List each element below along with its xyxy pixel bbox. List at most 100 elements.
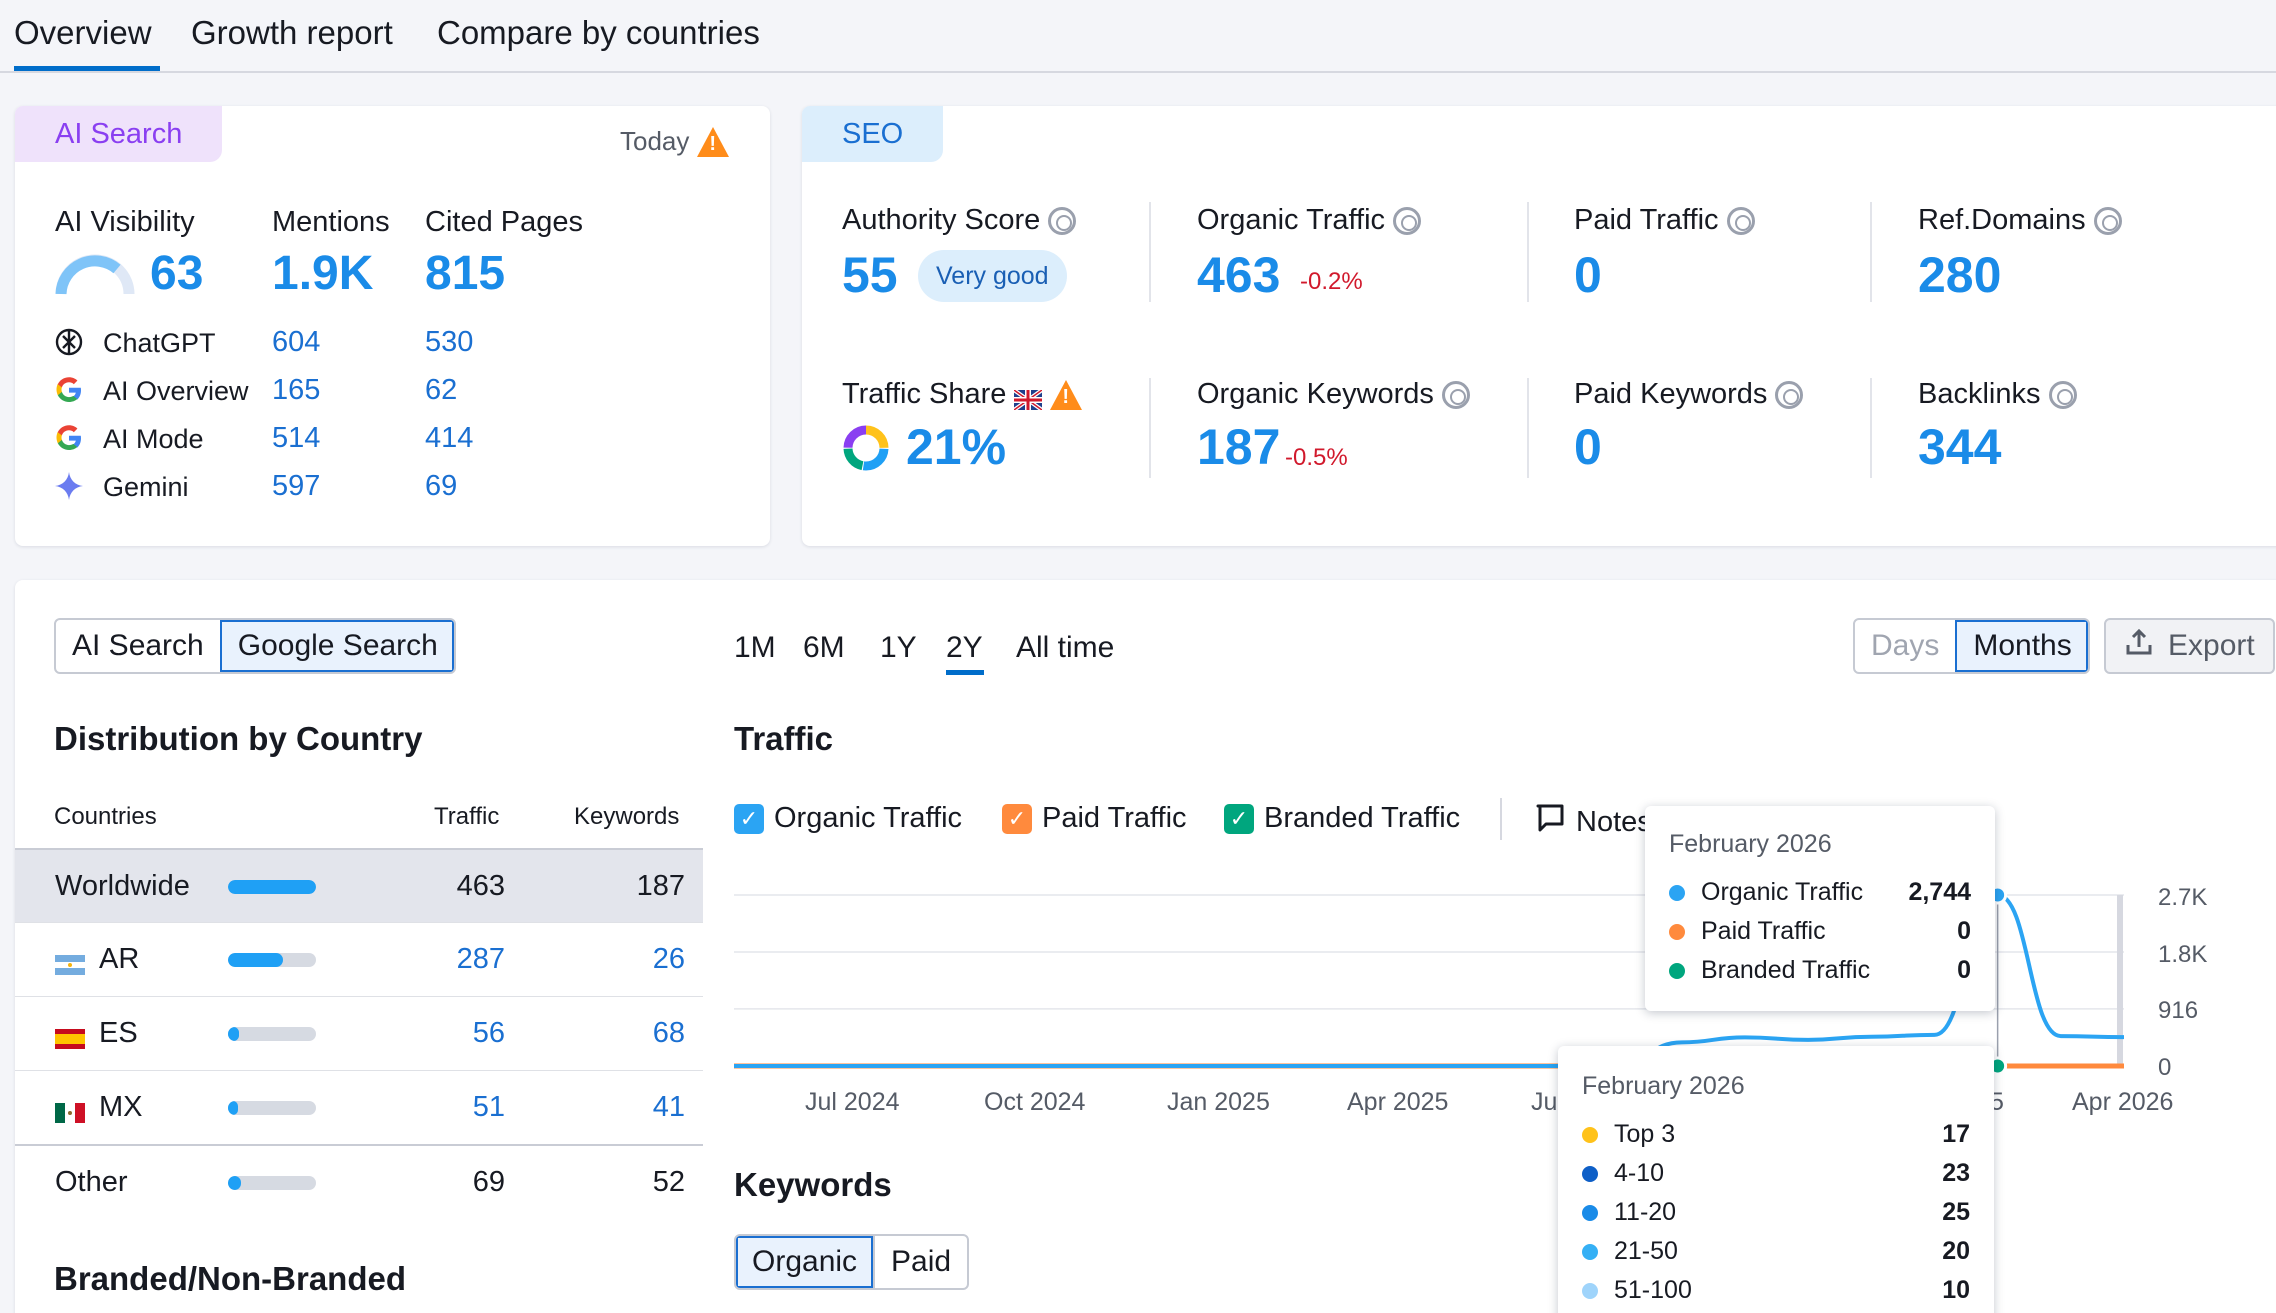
backlinks-value[interactable]: 344 (1918, 419, 2002, 475)
keywords-option-paid[interactable]: Paid (873, 1236, 967, 1288)
country-keywords[interactable]: 41 (652, 1091, 685, 1123)
organic-keywords-value[interactable]: 187 (1197, 419, 1281, 475)
ai-row-mentions[interactable]: 597 (272, 470, 321, 502)
ai-row-mentions[interactable]: 165 (272, 374, 321, 406)
table-row[interactable]: MX 51 41 (15, 1070, 703, 1144)
range-1m[interactable]: 1M (734, 631, 776, 664)
traffic-tooltip: February 2026 Organic Traffic 2,744 Paid … (1645, 806, 1995, 1011)
notes-toggle[interactable]: Notes (1534, 802, 1652, 842)
traffic-share-bar (228, 1101, 316, 1115)
tooltip-label: 11-20 (1614, 1198, 1677, 1226)
table-row[interactable]: Other 69 52 (15, 1144, 703, 1218)
y-tick-label: 916 (2158, 997, 2199, 1024)
tooltip-label: Paid Traffic (1701, 917, 1826, 945)
checkbox-checked-icon[interactable]: ✓ (734, 803, 764, 834)
paid-traffic-value[interactable]: 0 (1574, 247, 1602, 303)
x-tick-label: Apr 2025 (1347, 1088, 1449, 1116)
tab-growth-report[interactable]: Growth report (191, 14, 393, 51)
google-icon (53, 374, 85, 411)
tab-overview[interactable]: Overview (14, 14, 152, 51)
ai-row-mentions[interactable]: 514 (272, 422, 321, 454)
export-button[interactable]: Export (2104, 618, 2275, 674)
info-icon[interactable] (2093, 206, 2122, 235)
ai-row-mentions[interactable]: 604 (272, 326, 321, 358)
country-keywords[interactable]: 26 (652, 943, 685, 975)
ai-row-cited[interactable]: 69 (425, 470, 458, 502)
keywords-option-organic[interactable]: Organic (736, 1236, 874, 1288)
traffic-share-donut-icon (842, 424, 890, 477)
country-keywords: 187 (636, 870, 685, 902)
country-traffic[interactable]: 56 (472, 1017, 505, 1049)
info-icon[interactable] (1441, 380, 1470, 409)
country-traffic[interactable]: 287 (456, 943, 505, 975)
ai-row-name: AI Overview (103, 376, 249, 406)
divider (1870, 378, 1872, 478)
table-row[interactable]: AR 287 26 (15, 922, 703, 996)
warning-icon[interactable] (1050, 379, 1083, 410)
mexico-flag-icon (55, 1098, 85, 1123)
table-row[interactable]: ES 56 68 (15, 996, 703, 1070)
ai-row-cited[interactable]: 414 (425, 422, 474, 454)
x-tick-label: Jul 2024 (805, 1088, 900, 1116)
country-traffic: 463 (456, 870, 505, 902)
info-icon[interactable] (1775, 380, 1804, 409)
mentions-value[interactable]: 1.9K (272, 247, 374, 300)
range-6m[interactable]: 6M (803, 631, 845, 664)
warning-icon[interactable] (697, 126, 730, 157)
traffic-share-bar (228, 880, 316, 894)
country-keywords[interactable]: 68 (652, 1017, 685, 1049)
cited-pages-value[interactable]: 815 (425, 247, 506, 300)
source-option-google-search[interactable]: Google Search (219, 620, 454, 672)
legend-paid-traffic[interactable]: ✓ Paid Traffic (1002, 802, 1187, 835)
checkbox-checked-icon[interactable]: ✓ (1002, 803, 1032, 834)
info-icon[interactable] (1048, 206, 1077, 235)
keywords-tooltip: February 2026 Top 3 17 4-10 23 11-20 25 21-… (1558, 1046, 1994, 1313)
legend-organic-traffic[interactable]: ✓ Organic Traffic (734, 802, 962, 835)
legend-branded-traffic[interactable]: ✓ Branded Traffic (1224, 802, 1460, 835)
tooltip-value: 10 (1942, 1276, 1970, 1304)
x-tick-label: Jan 2025 (1167, 1088, 1270, 1116)
organic-keywords-change: -0.5% (1285, 444, 1348, 471)
authority-score-text: Authority Score (842, 204, 1041, 236)
range-all-time[interactable]: All time (1016, 631, 1115, 664)
country-label: AR (99, 943, 140, 975)
table-row[interactable]: Worldwide 463 187 (15, 848, 703, 922)
ref-domains-value[interactable]: 280 (1918, 247, 2002, 303)
ai-row-cited[interactable]: 530 (425, 326, 474, 358)
tooltip-value: 0 (1957, 917, 1971, 945)
y-tick-label: 0 (2158, 1054, 2172, 1081)
traffic-share-text: Traffic Share (842, 378, 1007, 410)
legend-dot (1582, 1165, 1598, 1182)
tooltip-value: 20 (1942, 1237, 1970, 1265)
granularity-days[interactable]: Days (1871, 629, 1940, 662)
ai-row-name: Gemini (103, 472, 189, 502)
tooltip-row: Paid Traffic 0 (1669, 917, 1971, 946)
ai-visibility-value[interactable]: 63 (150, 247, 204, 300)
info-icon[interactable] (1726, 206, 1755, 235)
seo-tag: SEO (802, 106, 944, 162)
tooltip-title: February 2026 (1582, 1072, 1745, 1100)
country-label: MX (99, 1091, 143, 1123)
organic-keywords-text: Organic Keywords (1197, 378, 1434, 410)
organic-traffic-value[interactable]: 463 (1197, 247, 1281, 303)
date-label: Today (620, 126, 730, 157)
tab-compare-by-countries[interactable]: Compare by countries (437, 14, 760, 51)
range-handle[interactable] (2117, 895, 2123, 1066)
legend-label: Organic Traffic (774, 802, 963, 834)
authority-score-value[interactable]: 55 (842, 247, 898, 303)
legend-dot (1669, 923, 1685, 940)
info-icon[interactable] (2048, 380, 2077, 409)
granularity-months[interactable]: Months (1955, 620, 2088, 672)
country-name: Worldwide (55, 870, 190, 903)
paid-keywords-value[interactable]: 0 (1574, 419, 1602, 475)
source-option-ai-search[interactable]: AI Search (72, 629, 204, 662)
range-2y[interactable]: 2Y (946, 631, 983, 664)
uk-flag-icon (1013, 385, 1044, 412)
range-1y[interactable]: 1Y (880, 631, 917, 664)
info-icon[interactable] (1393, 206, 1422, 235)
checkbox-checked-icon[interactable]: ✓ (1224, 803, 1254, 834)
traffic-share-value[interactable]: 21% (906, 419, 1007, 475)
ai-row-cited[interactable]: 62 (425, 374, 458, 406)
country-traffic[interactable]: 51 (472, 1091, 505, 1123)
notes-icon (1534, 802, 1566, 842)
